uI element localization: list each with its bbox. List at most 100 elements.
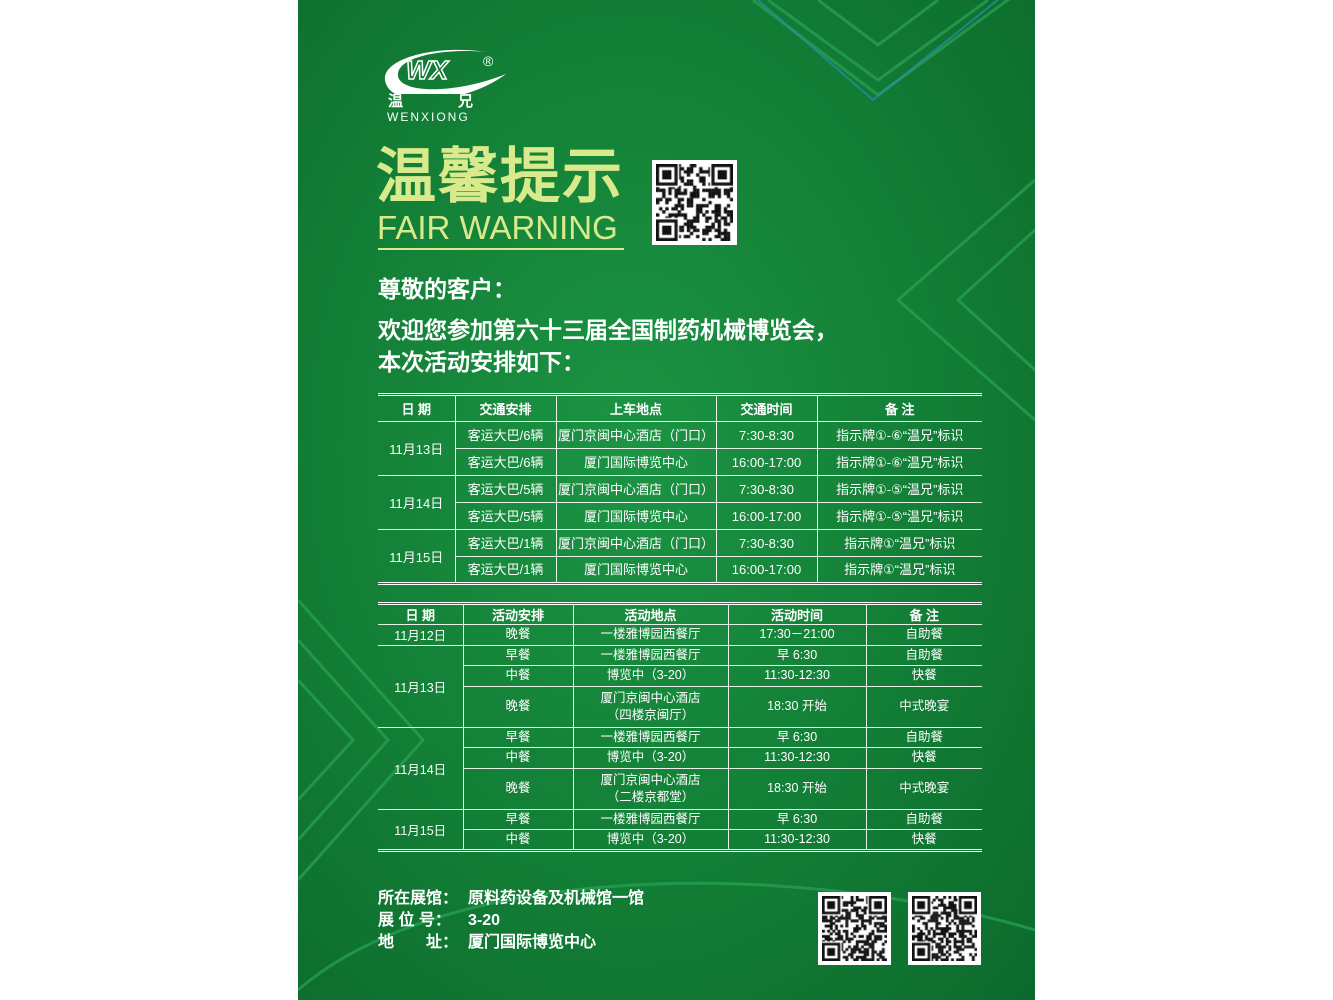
table-cell: 快餐 <box>865 829 982 851</box>
column-header: 交通安排 <box>454 394 557 422</box>
table-cell: 11:30-12:30 <box>727 665 867 687</box>
table-cell: 早餐 <box>462 808 574 830</box>
info-label: 所在展馆： <box>378 890 459 907</box>
column-header: 日 期 <box>378 603 464 625</box>
table-cell: 晚餐 <box>463 767 574 810</box>
table-cell: 自助餐 <box>865 726 982 748</box>
wenxiong-logo: WX ® <box>384 49 506 94</box>
column-header: 上车地点 <box>555 394 717 422</box>
greeting: 尊敬的客户： <box>378 276 516 302</box>
info-address: 地 址： 厦门国际博览中心 <box>378 933 596 952</box>
table-cell: 厦门京闽中心酒店 （四楼京闽厅） <box>572 685 729 728</box>
info-hall: 所在展馆： 原料药设备及机械馆一馆 <box>378 889 644 908</box>
title-en: FAIR WARNING <box>377 209 618 246</box>
table-row: 11月13日 早餐 一楼雅博园西餐厅早 6:30 自助餐 <box>378 644 982 728</box>
date-cell: 11月14日 <box>378 475 456 530</box>
date-cell: 11月12日 <box>378 624 464 646</box>
table-row: 晚餐 厦门京闽中心酒店 （四楼京闽厅） 18:30 开始 中式晚宴 <box>378 685 982 728</box>
table-cell: 客运大巴/1辆 <box>455 556 557 584</box>
info-label: 展 位 号： <box>378 912 451 929</box>
table-cell: 16:00-17:00 <box>715 448 818 476</box>
table-cell: 客运大巴/6辆 <box>454 421 557 449</box>
table-row: 11月15日 早餐 一楼雅博园西餐厅早 6:30 自助餐 <box>378 808 982 851</box>
table-cell: 博览中（3-20） <box>572 665 729 687</box>
table-cell: 厦门京闽中心酒店（门口） <box>555 421 717 449</box>
table-row: 客运大巴/5辆 厦门国际博览中心 16:00-17:00 指示牌①-⑤“温兄”标识 <box>378 502 982 530</box>
table-cell: 客运大巴/5辆 <box>455 502 557 530</box>
table-cell: 7:30-8:30 <box>715 421 818 449</box>
table-cell: 客运大巴/6辆 <box>455 448 557 476</box>
table-cell: 指示牌①-⑤“温兄”标识 <box>816 475 982 503</box>
qr-code <box>818 892 891 965</box>
date-cell: 11月13日 <box>378 421 456 476</box>
table-cell: 17:30－21:00 <box>727 624 867 646</box>
table-cell: 自助餐 <box>865 624 982 646</box>
table-cell: 早餐 <box>462 726 574 748</box>
table-cell: 18:30 开始 <box>727 685 867 728</box>
info-booth: 展 位 号： 3-20 <box>378 911 500 930</box>
table-row: 晚餐 厦门京闽中心酒店 （二楼京都堂） 18:30 开始 中式晚宴 <box>378 767 982 810</box>
qr-code <box>652 160 737 245</box>
table-cell: 11:30-12:30 <box>727 747 867 769</box>
table-row: 中餐 博览中（3-20） 11:30-12:30 快餐 <box>378 747 982 769</box>
table-cell: 一楼雅博园西餐厅 <box>572 808 729 830</box>
title-cn: 温馨提示 <box>376 143 624 210</box>
table-cell: 中餐 <box>463 747 574 769</box>
table-cell: 自助餐 <box>865 808 982 830</box>
logo-mark-text: WX <box>406 55 450 85</box>
table-row: 中餐 博览中（3-20） 11:30-12:30 快餐 <box>378 829 982 851</box>
table-cell: 中餐 <box>463 829 574 851</box>
logo-cn-2: 兄 <box>458 93 474 110</box>
date-cell: 11月15日 <box>378 808 464 851</box>
table-cell: 早 6:30 <box>727 808 867 830</box>
column-header: 活动时间 <box>727 603 867 625</box>
table-cell: 一楼雅博园西餐厅 <box>572 624 729 646</box>
column-header: 日 期 <box>378 394 456 422</box>
column-header: 备 注 <box>816 394 982 422</box>
table-row: 客运大巴/1辆 厦门国际博览中心 16:00-17:00 指示牌①“温兄”标识 <box>378 556 982 584</box>
table-cell: 晚餐 <box>463 685 574 728</box>
table-cell: 早 6:30 <box>727 644 867 666</box>
activity-table: 日 期活动安排 活动地点 活动时间备 注 11月12日 晚餐 一楼雅博园西餐厅 17:30… <box>378 602 982 852</box>
info-label: 地 址： <box>378 934 459 951</box>
table-cell: 早 6:30 <box>727 726 867 748</box>
column-header: 备 注 <box>865 603 982 625</box>
table-row: 客运大巴/6辆 厦门国际博览中心 16:00-17:00 指示牌①-⑥“温兄”标识 <box>378 448 982 476</box>
table-cell: 厦门京闽中心酒店 （二楼京都堂） <box>572 767 729 810</box>
poster: WX ® 温 兄 WENXIONG 温馨提示 FAIR WARNING 尊敬的客… <box>298 0 1035 1000</box>
column-header: 活动安排 <box>462 603 574 625</box>
intro-line: 本次活动安排如下： <box>378 349 585 375</box>
table-cell: 自助餐 <box>865 644 982 666</box>
table-cell: 中式晚宴 <box>865 767 982 810</box>
table-row: 11月14日 客运大巴/5辆 厦门京闽中心酒店（门口） 7:30-8:30 指示牌①-⑤… <box>378 475 982 530</box>
table-cell: 一楼雅博园西餐厅 <box>572 726 729 748</box>
table-cell: 中式晚宴 <box>865 685 982 728</box>
table-cell: 博览中（3-20） <box>572 747 729 769</box>
table-cell: 指示牌①“温兄”标识 <box>816 556 982 584</box>
table-cell: 快餐 <box>865 747 982 769</box>
logo-en: WENXIONG <box>387 110 470 124</box>
table-cell: 厦门国际博览中心 <box>555 502 717 530</box>
table-cell: 厦门京闽中心酒店（门口） <box>555 475 717 503</box>
table-cell: 指示牌①-⑤“温兄”标识 <box>816 502 982 530</box>
table-cell: 指示牌①-⑥“温兄”标识 <box>816 448 982 476</box>
table-row: 11月14日 早餐 一楼雅博园西餐厅早 6:30 自助餐 <box>378 726 982 810</box>
intro-line: 欢迎您参加第六十三届全国制药机械博览会， <box>378 317 838 343</box>
table-cell: 7:30-8:30 <box>715 475 818 503</box>
table-cell: 16:00-17:00 <box>715 556 818 584</box>
intro-text: 欢迎您参加第六十三届全国制药机械博览会， 本次活动安排如下： <box>378 314 838 378</box>
table-cell: 指示牌①-⑥“温兄”标识 <box>816 421 982 449</box>
table-cell: 中餐 <box>463 665 574 687</box>
logo-cn-1: 温 <box>388 93 406 110</box>
transport-table: 日 期交通安排 上车地点 交通时间备 注 11月13日 客运大巴/6辆 厦门京闽中心酒店… <box>378 393 982 585</box>
table-cell: 11:30-12:30 <box>727 829 867 851</box>
table-row: 11月15日 客运大巴/1辆 厦门京闽中心酒店（门口） 7:30-8:30 指示牌①“温… <box>378 529 982 584</box>
column-header: 交通时间 <box>715 394 818 422</box>
table-cell: 早餐 <box>462 644 574 666</box>
table-cell: 16:00-17:00 <box>715 502 818 530</box>
date-cell: 11月13日 <box>378 644 464 728</box>
date-cell: 11月15日 <box>378 529 456 584</box>
title-underline <box>378 248 624 250</box>
info-value: 原料药设备及机械馆一馆 <box>468 890 645 907</box>
date-cell: 11月14日 <box>378 726 464 810</box>
